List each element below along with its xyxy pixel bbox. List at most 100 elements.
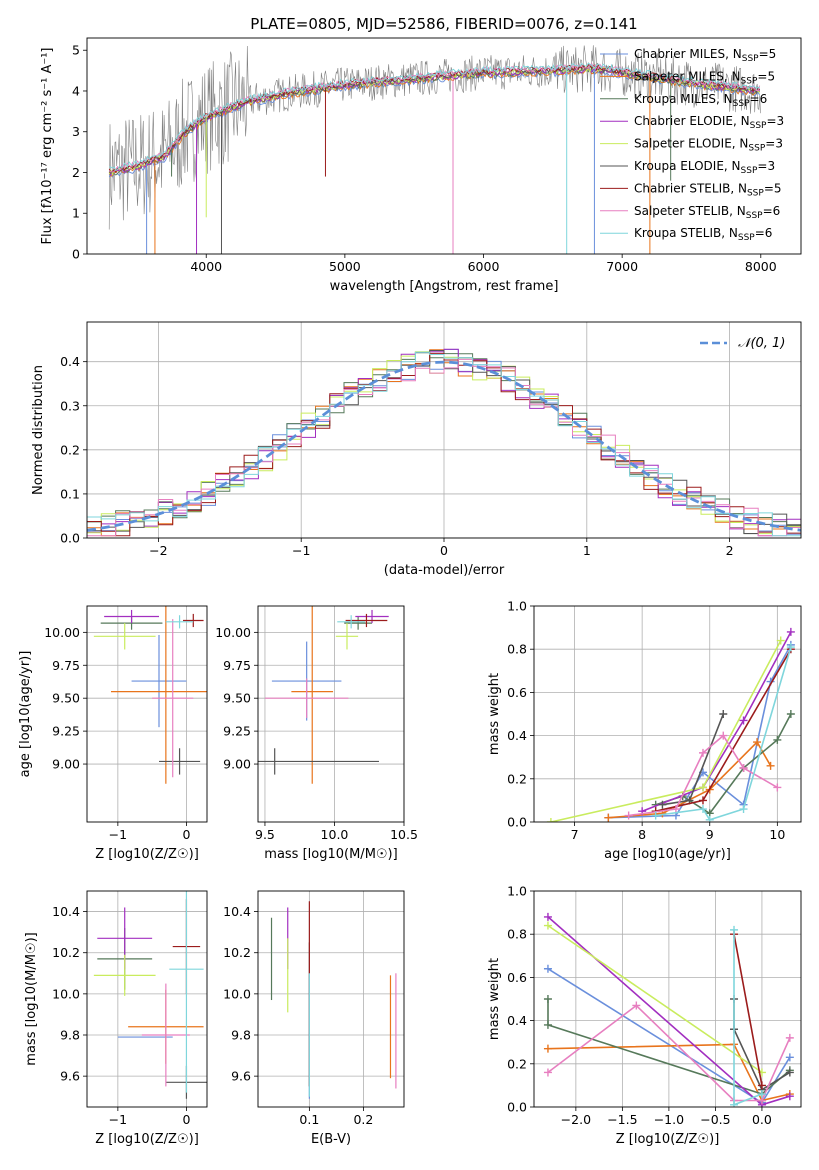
y-axis-label: mass [log10(M/M☉)] [24,932,39,1065]
x-tick-label: 7000 [606,259,638,274]
y-tick-label: 9.75 [52,658,80,673]
x-tick-label: 0 [440,543,448,558]
legend-entry: Kroupa MILES, NSSP=6 [634,92,767,109]
observed-spectrum [108,45,761,230]
y-tick-label: 0.3 [60,398,80,413]
y-tick-label: 5 [72,43,80,58]
ticks: −1 0 9.00 9.25 9.50 9.75 10.00 [44,625,190,842]
x-tick-label: −1.5 [607,1112,637,1127]
y-tick-label: 9.00 [223,757,251,772]
x-tick-label: 0.0 [752,1112,772,1127]
x-tick-label: 10 [769,827,785,842]
x-tick-label: 8000 [745,259,777,274]
weight-marker [543,995,552,1003]
weight-line-8 [628,734,778,817]
plot-area [108,45,761,254]
weight-line-5 [547,924,763,1074]
y-tick-label: 9.00 [52,757,80,772]
weight-marker [658,800,667,809]
y-tick-label: 0.2 [507,1056,527,1071]
residual-histogram-9 [87,351,801,537]
legend-entry: Chabrier MILES, NSSP=5 [634,47,776,64]
x-tick-label: 10.5 [390,827,418,842]
weight-marker [543,1044,552,1053]
weight-marker [757,1090,766,1099]
y-tick-label: 1 [72,206,80,221]
x-tick-label: 0 [182,1112,190,1127]
weight-marker [776,636,785,645]
x-axis-label: (data-model)/error [384,563,505,578]
x-axis-label: wavelength [Angstrom, rest frame] [330,279,559,294]
weight-marker [739,805,748,814]
ticks: 0.1 0.2 9.6 9.8 10.0 10.2 10.4 [223,904,373,1127]
y-axis-label: Normed distribution [31,365,46,495]
ticks: 9.5 10.0 10.5 9.00 9.25 9.50 9.75 10.00 [215,625,418,842]
x-axis-label: mass [log10(M/M☉)] [264,847,397,862]
y-tick-label: 10.0 [52,986,80,1001]
residuals-panel: −2 −1 0 1 2 0.0 0.1 0.2 0.3 0.4 (data-model)/error… [31,321,802,578]
weight-marker [543,1020,552,1029]
y-tick-label: 0.2 [60,442,80,457]
weight-marker [698,748,707,757]
axes-frame [86,37,802,255]
plot-area [87,322,801,538]
x-tick-label: 0.2 [353,1112,373,1127]
y-tick-label: 10.0 [223,986,251,1001]
y-tick-label: 0.0 [507,815,527,830]
weight-marker [671,805,680,814]
figure-title: PLATE=0805, MJD=52586, FIBERID=0076, z=0… [250,15,637,33]
weight-marker [632,1001,641,1010]
weight-marker [698,796,707,805]
y-tick-label: 10.4 [223,904,251,919]
y-tick-label: 0.0 [507,1100,527,1115]
y-tick-label: 0.6 [507,685,527,700]
x-tick-label: 6000 [468,259,500,274]
y-tick-label: 1.0 [507,599,527,614]
legend-entry: Salpeter ELODIE, NSSP=3 [634,137,783,154]
y-tick-label: 0.4 [507,728,527,743]
ticks: 4000 5000 6000 7000 8000 0 1 2 3 4 5 [72,43,777,274]
weight-marker [730,1100,739,1107]
y-tick-label: 10.2 [52,945,80,960]
legend-entry: Kroupa STELIB, NSSP=6 [634,226,772,243]
x-tick-label: 2 [726,543,734,558]
x-tick-label: −1 [109,1112,127,1127]
y-tick-label: 10.00 [44,625,80,640]
legend-entry: Chabrier STELIB, NSSP=5 [634,181,782,198]
weight-marker [773,783,782,792]
x-axis-label: E(B-V) [311,1132,351,1147]
legend-entry: 𝒩(0, 1) [738,336,785,351]
weight-marker [785,1092,794,1101]
y-tick-label: 9.8 [60,1028,80,1043]
legend-entry: Salpeter MILES, NSSP=5 [634,69,775,86]
axes-frame [257,605,405,823]
y-axis-label: mass weight [487,958,502,1040]
x-tick-label: 0 [182,827,190,842]
x-tick-label: 8 [638,827,646,842]
weight-marker [786,710,795,718]
x-tick-label: −2.0 [561,1112,591,1127]
weight-line-1 [608,644,792,819]
weight-marker [739,716,748,725]
age-vs-Z-panel: −1 0 9.00 9.25 9.50 9.75 10.00 Z [log10(Z/Z☉)] a… [18,605,208,862]
plot-area [87,891,207,1107]
y-tick-label: 0.4 [507,1013,527,1028]
normal-curve [87,360,801,532]
axes-frame [257,890,405,1108]
y-tick-label: 2 [72,165,80,180]
y-tick-label: 9.8 [231,1028,251,1043]
weight-marker [543,921,552,930]
weight-line-2 [547,1043,790,1102]
y-tick-label: 10.2 [223,945,251,960]
weight-marker [773,735,782,744]
plot-area [87,606,207,822]
axes-frame [533,605,802,823]
y-tick-label: 10.00 [215,625,251,640]
x-tick-label: 5000 [329,259,361,274]
weight-marker [753,738,762,747]
y-tick-label: 9.50 [52,691,80,706]
plot-area [258,891,404,1107]
x-tick-label: 9.5 [255,827,275,842]
x-axis-label: Z [log10(Z/Z☉)] [95,847,199,862]
weight-marker [624,811,633,820]
